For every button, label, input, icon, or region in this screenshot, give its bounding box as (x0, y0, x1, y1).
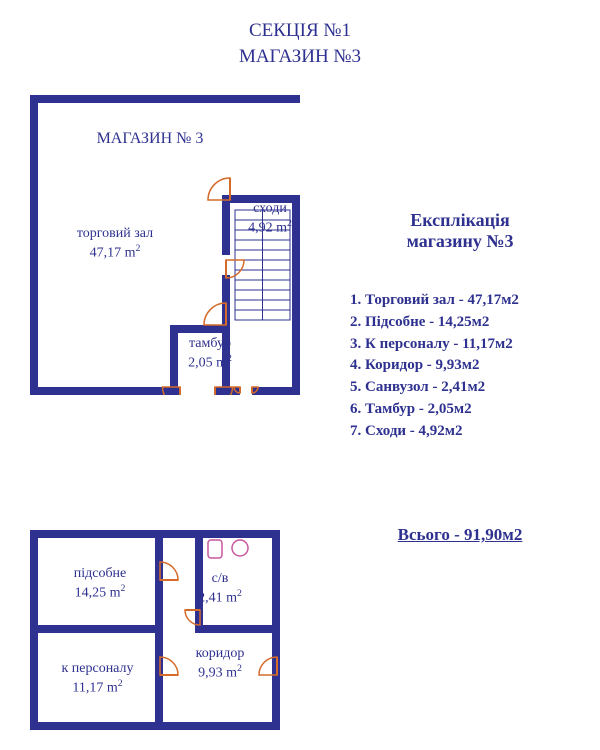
header-line-2: МАГАЗИН №3 (0, 44, 600, 70)
room-list-item: 4. Коридор - 9,93м2 (350, 355, 580, 377)
room-list-item: 6. Тамбур - 2,05м2 (350, 399, 580, 421)
header-line-1: СЕКЦІЯ №1 (0, 18, 600, 44)
plan-title: МАГАЗИН № 3 (60, 130, 240, 148)
room-list-item: 5. Санвузол - 2,41м2 (350, 377, 580, 399)
room-list-item: 2. Підсобне - 14,25м2 (350, 312, 580, 334)
room-list: 1. Торговий зал - 47,17м22. Підсобне - 1… (350, 290, 580, 442)
room-label: с/в2,41 m2 (190, 570, 250, 608)
floor-plan-1: торговий зал47,17 m2сходи4,92 m2тамбур2,… (30, 95, 300, 395)
room-list-item: 3. К персоналу - 11,17м2 (350, 334, 580, 356)
room-label: сходи4,92 m2 (235, 200, 305, 238)
room-list-item: 7. Сходи - 4,92м2 (350, 421, 580, 443)
explication-title: Експлікація магазину №3 (360, 210, 560, 252)
room-label: тамбур2,05 m2 (175, 335, 245, 373)
room-label: коридор9,93 m2 (170, 645, 270, 683)
total-area: Всього - 91,90м2 (350, 525, 570, 545)
floor-plan-2: підсобне14,25 m2 к персоналу11,17 m2 с/в2,… (30, 510, 280, 730)
room-label: к персоналу11,17 m2 (40, 660, 155, 698)
room-label: торговий зал47,17 m2 (55, 225, 175, 263)
room-list-item: 1. Торговий зал - 47,17м2 (350, 290, 580, 312)
room-label: підсобне14,25 m2 (45, 565, 155, 603)
page-header: СЕКЦІЯ №1 МАГАЗИН №3 (0, 18, 600, 69)
